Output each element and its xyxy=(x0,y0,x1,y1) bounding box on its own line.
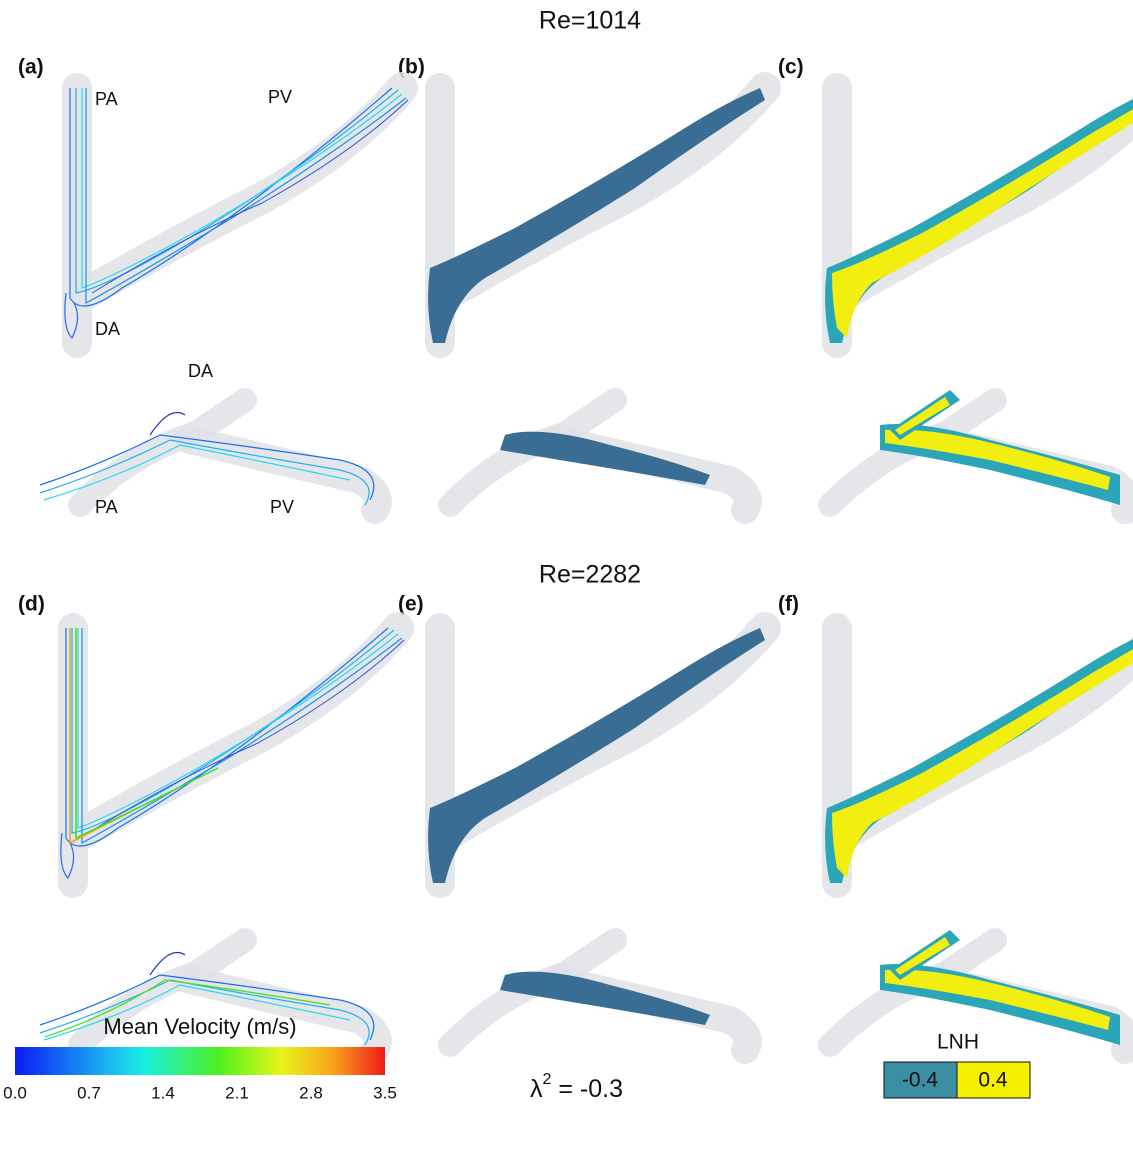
colorbar xyxy=(15,1047,385,1075)
vessel-label: PA xyxy=(95,497,118,517)
colorbar-tick-label: 3.5 xyxy=(373,1083,397,1102)
vessel-label: PA xyxy=(95,89,118,109)
panel-label: (d) xyxy=(18,593,45,616)
criterion: λ2 = -0.3 xyxy=(530,1071,623,1102)
vessel-label: PV xyxy=(270,497,294,517)
legend-label: -0.4 xyxy=(902,1069,939,1092)
lnh-top xyxy=(825,88,1133,343)
colorbar-ticks: 0.0 0.7 1.4 2.1 2.8 3.5 xyxy=(3,1083,397,1102)
colorbar-tick-label: 2.8 xyxy=(299,1083,323,1102)
legend-title: Mean Velocity (m/s) xyxy=(103,1014,296,1039)
vortex-side xyxy=(450,400,748,510)
vessel-label: DA xyxy=(95,319,120,339)
figure: Re=1014 Re=2282 (a) (b) (c) (d) (e) (f) … xyxy=(0,0,1133,1161)
panel-label: (a) xyxy=(18,56,44,79)
colorbar-tick-label: 0.7 xyxy=(77,1083,101,1102)
vessel-label: DA xyxy=(188,361,213,381)
streamlines-top xyxy=(65,88,408,343)
vortex-side xyxy=(450,940,748,1050)
legend-title: LNH xyxy=(937,1031,979,1054)
title: Re=1014 xyxy=(539,7,641,35)
streamlines-side xyxy=(40,400,378,510)
lnh-top xyxy=(825,628,1133,883)
panel-label: (e) xyxy=(398,593,424,616)
lnh-side xyxy=(830,390,1128,510)
vortex-top xyxy=(428,88,765,343)
panel-label: (f) xyxy=(778,593,799,616)
colorbar-tick-label: 2.1 xyxy=(225,1083,249,1102)
vessel-label: PV xyxy=(268,87,292,107)
vortex-top xyxy=(428,628,765,883)
colorbar-tick-label: 0.0 xyxy=(3,1083,27,1102)
title: Re=2282 xyxy=(539,561,641,589)
streamlines-top xyxy=(61,628,404,883)
colorbar-tick-label: 1.4 xyxy=(151,1083,175,1102)
legend-label: 0.4 xyxy=(978,1069,1008,1092)
panel-label: (c) xyxy=(778,56,804,79)
